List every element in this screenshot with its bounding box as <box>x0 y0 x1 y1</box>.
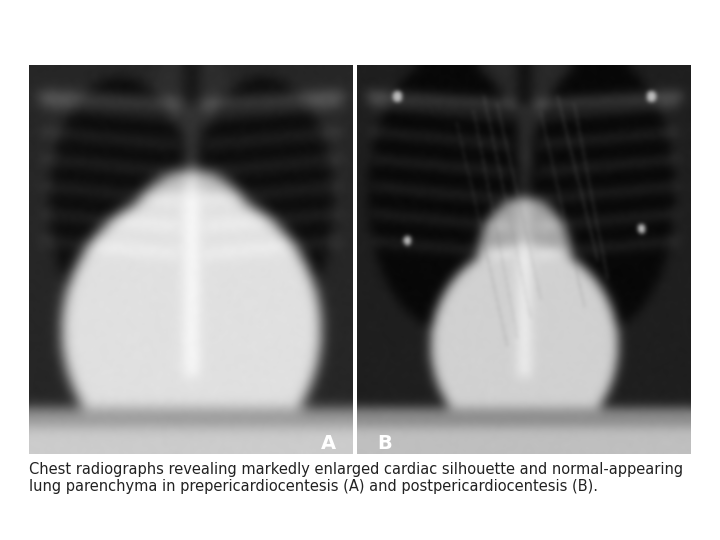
Text: A: A <box>321 434 336 453</box>
Text: B: B <box>377 434 392 453</box>
Text: Chest radiographs revealing markedly enlarged cardiac silhouette and normal-appe: Chest radiographs revealing markedly enl… <box>29 462 683 494</box>
